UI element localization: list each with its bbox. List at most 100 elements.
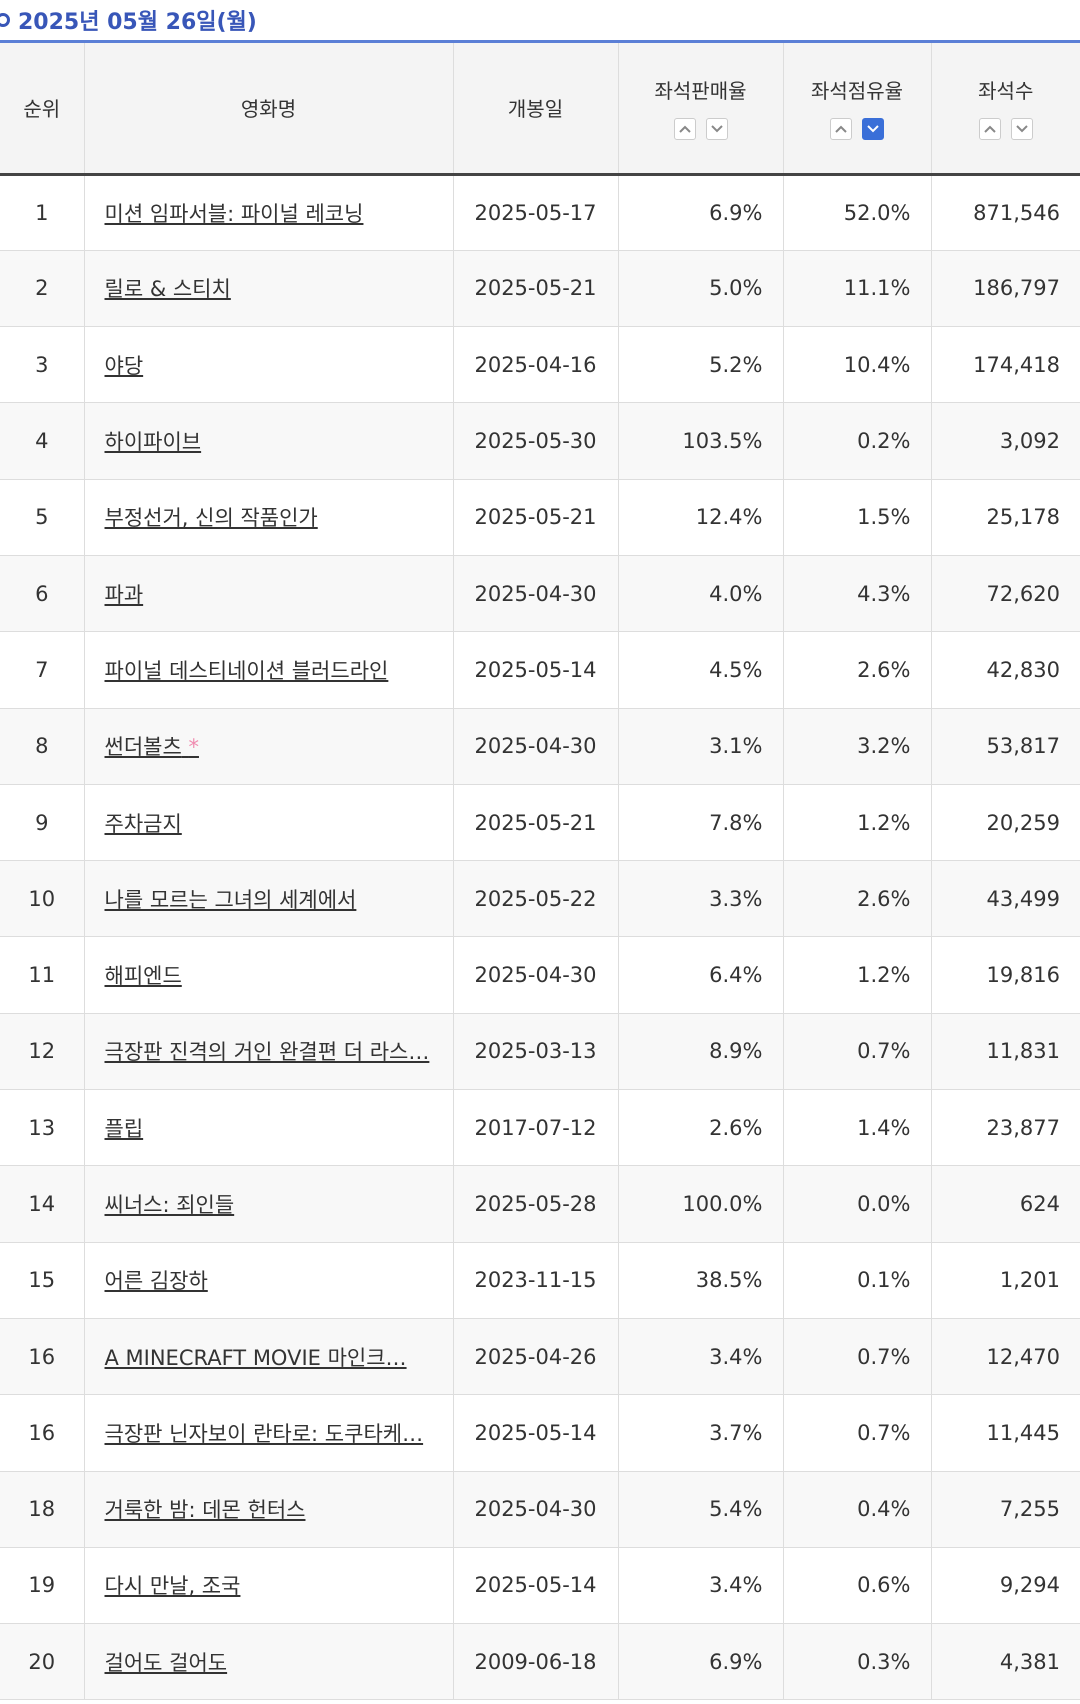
- sort-buttons: [620, 118, 782, 141]
- cell-open: 2025-05-14: [452, 631, 618, 709]
- sort-desc[interactable]: [862, 118, 884, 141]
- table-row: 2 릴로 & 스티치 2025-05-21 5.0% 11.1% 186,797: [0, 250, 1080, 328]
- table-body: 1 미션 임파서블: 파이널 레코닝 2025-05-17 6.9% 52.0% 871,…: [0, 174, 1080, 1701]
- cell-open: 2025-05-21: [452, 784, 618, 862]
- cell-rank: 1: [0, 174, 84, 251]
- cell-seats: 4,381: [930, 1623, 1080, 1701]
- table-row: 16 A MINECRAFT MOVIE 마인크… 2025-04-26 3.4% 0.…: [0, 1318, 1080, 1396]
- cell-open: 2025-05-21: [452, 250, 618, 328]
- table-row: 10 나를 모르는 그녀의 세계에서 2025-05-22 3.3% 2.6% 43,49…: [0, 860, 1080, 938]
- movie-link[interactable]: 씨너스: 죄인들: [105, 1193, 235, 1217]
- cell-sales: 5.0%: [617, 250, 783, 328]
- movie-link[interactable]: 극장판 닌자보이 란타로: 도쿠타케…: [105, 1422, 424, 1446]
- column-label: 좌석수: [978, 79, 1034, 104]
- cell-share: 52.0%: [782, 174, 931, 251]
- cell-sales: 6.9%: [617, 174, 783, 251]
- cell-seats: 9,294: [930, 1547, 1080, 1625]
- movie-title: 나를 모르는 그녀의 세계에서: [104, 887, 357, 912]
- cell-title: 주차금지: [83, 784, 453, 862]
- movie-link[interactable]: A MINECRAFT MOVIE 마인크…: [105, 1346, 407, 1370]
- movie-link[interactable]: 다시 만날, 조국: [105, 1574, 241, 1598]
- sort-desc[interactable]: [1010, 118, 1033, 141]
- movie-link[interactable]: 부정선거, 신의 작품인가: [105, 506, 318, 530]
- cell-title: 미션 임파서블: 파이널 레코닝: [83, 174, 453, 251]
- movie-link[interactable]: 플립: [105, 1117, 144, 1141]
- table-row: 6 파과 2025-04-30 4.0% 4.3% 72,620: [0, 555, 1080, 633]
- cell-sales: 38.5%: [617, 1242, 783, 1319]
- cell-sales: 4.5%: [617, 631, 783, 709]
- movie-link[interactable]: 썬더볼츠 *: [105, 735, 199, 759]
- cell-title: 릴로 & 스티치: [83, 250, 453, 328]
- cell-seats: 25,178: [930, 479, 1080, 556]
- cell-rank: 16: [0, 1318, 84, 1396]
- movie-link[interactable]: 어른 김장하: [105, 1269, 208, 1293]
- table-row: 16 극장판 닌자보이 란타로: 도쿠타케… 2025-05-14 3.7% 0.7% 1…: [0, 1394, 1080, 1472]
- cell-rank: 20: [0, 1623, 84, 1701]
- movie-link[interactable]: 걸어도 걸어도: [105, 1651, 228, 1675]
- column-label: 좌석점유율: [811, 79, 903, 104]
- table-row: 4 하이파이브 2025-05-30 103.5% 0.2% 3,092: [0, 402, 1080, 480]
- cell-share: 0.0%: [782, 1165, 931, 1243]
- sort-asc[interactable]: [978, 118, 1001, 141]
- movie-link[interactable]: 미션 임파서블: 파이널 레코닝: [105, 202, 364, 226]
- cell-share: 0.6%: [782, 1547, 931, 1625]
- cell-share: 2.6%: [782, 631, 931, 709]
- table-row: 7 파이널 데스티네이션 블러드라인 2025-05-14 4.5% 2.6% 42,83…: [0, 631, 1080, 709]
- icon: [0, 13, 10, 27]
- cell-sales: 103.5%: [617, 402, 783, 480]
- movie-link[interactable]: 릴로 & 스티치: [105, 277, 231, 301]
- cell-seats: 20,259: [930, 784, 1080, 862]
- cell-share: 1.2%: [782, 936, 931, 1014]
- table-row: 20 걸어도 걸어도 2009-06-18 6.9% 0.3% 4,381: [0, 1623, 1080, 1701]
- movie-link[interactable]: 해피엔드: [105, 964, 182, 988]
- column-header: 좌석판매율: [617, 43, 783, 176]
- cell-title: 걸어도 걸어도: [83, 1623, 453, 1701]
- movie-link[interactable]: 거룩한 밤: 데몬 헌터스: [105, 1498, 306, 1522]
- cell-share: 0.7%: [782, 1318, 931, 1396]
- movie-link[interactable]: 주차금지: [105, 812, 182, 836]
- sort-asc[interactable]: [673, 118, 696, 141]
- cell-title: 씨너스: 죄인들: [83, 1165, 453, 1243]
- movie-title: 다시 만날, 조국: [104, 1574, 241, 1599]
- column-header: 순위: [0, 43, 84, 176]
- date-bar: 2025년 05월 26일(월): [0, 0, 1080, 43]
- cell-sales: 3.7%: [617, 1394, 783, 1472]
- column-header: 영화명: [83, 43, 453, 176]
- cell-share: 0.4%: [782, 1471, 931, 1548]
- cell-seats: 72,620: [930, 555, 1080, 633]
- column-header: 좌석점유율: [782, 43, 931, 176]
- cell-rank: 3: [0, 326, 84, 404]
- cell-rank: 7: [0, 631, 84, 709]
- cell-sales: 6.4%: [617, 936, 783, 1014]
- cell-title: 다시 만날, 조국: [83, 1547, 453, 1625]
- cell-rank: 15: [0, 1242, 84, 1319]
- movie-link[interactable]: 나를 모르는 그녀의 세계에서: [105, 888, 357, 912]
- movie-link[interactable]: 야당: [105, 354, 144, 378]
- cell-title: 극장판 진격의 거인 완결편 더 라스…: [83, 1013, 453, 1091]
- table-row: 11 해피엔드 2025-04-30 6.4% 1.2% 19,816: [0, 936, 1080, 1014]
- cell-rank: 14: [0, 1165, 84, 1243]
- cell-share: 3.2%: [782, 708, 931, 785]
- note-mark: *: [188, 735, 199, 760]
- cell-rank: 2: [0, 250, 84, 328]
- movie-link[interactable]: 파과: [105, 583, 144, 607]
- cell-seats: 43,499: [930, 860, 1080, 938]
- cell-sales: 4.0%: [617, 555, 783, 633]
- sort-desc[interactable]: [705, 118, 728, 141]
- movie-link[interactable]: 하이파이브: [105, 430, 202, 454]
- sort-asc[interactable]: [830, 118, 852, 141]
- column-label: 개봉일: [507, 97, 564, 122]
- cell-sales: 5.4%: [617, 1471, 783, 1548]
- cell-sales: 3.3%: [617, 860, 783, 938]
- movie-link[interactable]: 파이널 데스티네이션 블러드라인: [105, 659, 389, 683]
- column-label: 영화명: [240, 97, 297, 122]
- cell-seats: 11,831: [930, 1013, 1080, 1091]
- cell-rank: 8: [0, 708, 84, 785]
- movie-link[interactable]: 극장판 진격의 거인 완결편 더 라스…: [105, 1040, 430, 1064]
- cell-open: 2025-05-21: [452, 479, 618, 556]
- cell-rank: 13: [0, 1089, 84, 1167]
- header-row: 순위 영화명 개봉일 좌석판매율 좌석점유율 좌석수: [0, 43, 1080, 176]
- cell-share: 0.2%: [782, 402, 931, 480]
- cell-title: 파이널 데스티네이션 블러드라인: [83, 631, 453, 709]
- column-header: 개봉일: [452, 43, 618, 176]
